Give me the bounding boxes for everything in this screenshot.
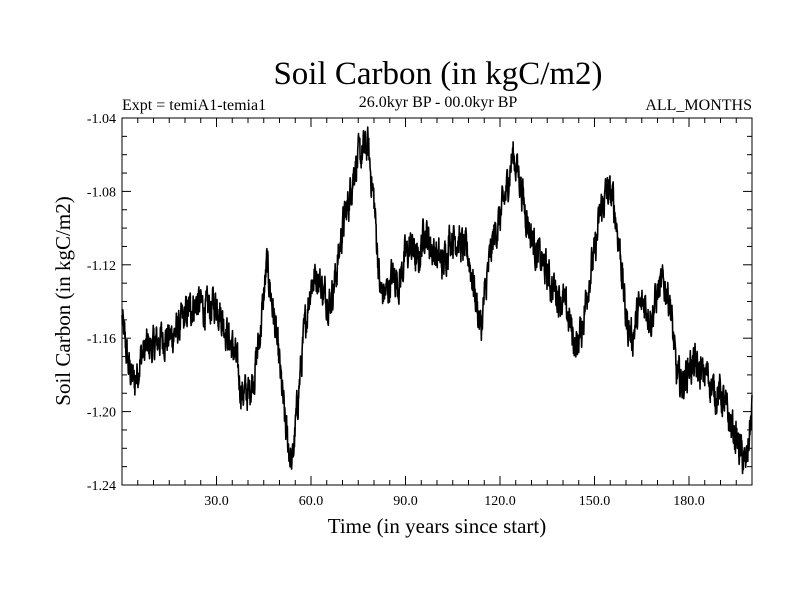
y-tick-label: -1.08 xyxy=(87,185,116,200)
y-tick-label: -1.04 xyxy=(87,112,116,127)
time-range-label: 26.0kyr BP - 00.0kyr BP xyxy=(359,94,518,111)
y-axis-label: Soil Carbon (in kgC/m2) xyxy=(51,196,75,405)
months-label: ALL_MONTHS xyxy=(645,97,752,114)
x-tick-label: 180.0 xyxy=(673,494,705,509)
y-tick-label: -1.16 xyxy=(87,332,116,347)
x-tick-label: 150.0 xyxy=(579,494,611,509)
x-tick-labels: 30.0 60.0 90.0 120.0 150.0 180.0 xyxy=(204,494,705,509)
y-tick-label: -1.20 xyxy=(87,406,116,421)
series-line-soil-carbon xyxy=(121,126,753,475)
y-tick-labels: -1.24 -1.20 -1.16 -1.12 -1.08 -1.04 xyxy=(87,112,116,494)
x-axis-label: Time (in years since start) xyxy=(328,514,547,538)
x-tick-label: 30.0 xyxy=(204,494,229,509)
axis-ticks xyxy=(122,118,752,485)
chart-title: Soil Carbon (in kgC/m2) xyxy=(273,56,602,92)
y-tick-label: -1.12 xyxy=(87,259,116,274)
experiment-label: Expt = temiA1-temia1 xyxy=(122,97,266,114)
x-tick-label: 90.0 xyxy=(393,494,418,509)
x-tick-label: 60.0 xyxy=(299,494,324,509)
y-tick-label: -1.24 xyxy=(87,479,116,494)
x-tick-label: 120.0 xyxy=(484,494,516,509)
